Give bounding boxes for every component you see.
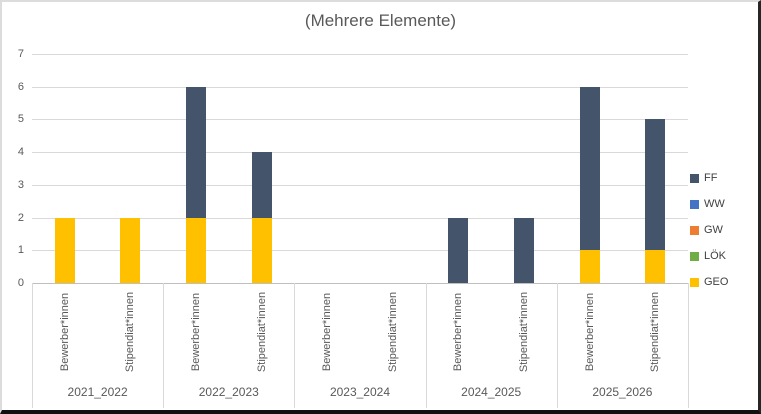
legend-label: WW — [704, 198, 725, 210]
y-axis-tick-label: 3 — [17, 178, 24, 191]
y-axis-tick-label: 0 — [17, 277, 24, 289]
group-separator — [163, 283, 165, 408]
category-label: Stipendiat*innen — [386, 291, 399, 373]
gridline — [32, 54, 688, 55]
bar-segment-ff — [448, 217, 469, 283]
bar-segment-ff — [645, 119, 666, 251]
legend-item-gw: GW — [690, 217, 728, 243]
category-label: Bewerber*innen — [321, 292, 334, 372]
category-label: Bewerber*innen — [58, 292, 71, 372]
group-label: 2025_2026 — [592, 385, 653, 399]
bar-segment-geo — [579, 250, 600, 283]
legend-item-geo: GEO — [690, 269, 728, 295]
group-separator — [425, 283, 427, 408]
bar-segment-geo — [54, 217, 75, 283]
category-label: Stipendiat*innen — [649, 291, 662, 373]
group-separator — [688, 283, 689, 408]
legend-swatch — [690, 173, 699, 183]
y-axis-tick-label: 5 — [17, 113, 24, 126]
y-axis-tick-label: 1 — [17, 244, 24, 257]
legend-item-lök: LÖK — [690, 243, 728, 269]
bar-segment-ff — [514, 217, 534, 283]
bar-segment-ff — [186, 86, 206, 218]
y-axis-tick-label: 4 — [17, 146, 24, 159]
category-label: Stipendiat*innen — [518, 291, 530, 373]
group-label: 2021_2022 — [67, 385, 128, 399]
bar-segment-geo — [645, 250, 666, 283]
legend-swatch — [690, 199, 699, 209]
legend-swatch — [690, 225, 699, 235]
bar-segment-ff — [251, 152, 272, 218]
legend-label: FF — [704, 172, 718, 184]
gridline — [32, 86, 688, 88]
x-axis-line — [32, 283, 688, 284]
legend-item-ww: WW — [690, 191, 728, 217]
bar-segment-geo — [251, 217, 272, 283]
legend-swatch — [690, 251, 699, 261]
bar-segment-ff — [579, 86, 600, 251]
legend-label: LÖK — [704, 250, 727, 262]
group-label: 2022_2023 — [198, 385, 259, 399]
category-label: Stipendiat*innen — [255, 291, 268, 373]
legend-item-ff: FF — [690, 165, 728, 191]
gridline — [32, 152, 688, 154]
bar-segment-geo — [186, 217, 206, 283]
category-label: Bewerber*innen — [190, 292, 202, 372]
gridline — [32, 250, 688, 252]
bar-segment-geo — [120, 217, 141, 283]
legend-label: GW — [704, 224, 723, 236]
category-label: Bewerber*innen — [452, 292, 465, 372]
y-axis-tick-label: 2 — [17, 211, 24, 224]
group-separator — [556, 283, 558, 408]
group-separator — [294, 283, 296, 408]
gridline — [32, 119, 688, 121]
legend: FF WW GW LÖK GEO — [690, 165, 728, 295]
group-label: 2023_2024 — [329, 385, 391, 399]
group-label: 2024_2025 — [461, 385, 522, 399]
legend-swatch — [690, 277, 699, 287]
category-label: Stipendiat*innen — [124, 291, 137, 373]
legend-label: GEO — [704, 276, 729, 288]
gridline — [32, 184, 688, 186]
group-separator — [32, 283, 33, 408]
category-label: Bewerber*innen — [583, 292, 596, 372]
y-axis-tick-label: 7 — [17, 48, 24, 60]
chart-title: (Mehrere Elemente) — [304, 11, 457, 30]
y-axis-tick-label: 6 — [17, 80, 24, 93]
gridline — [32, 217, 688, 219]
